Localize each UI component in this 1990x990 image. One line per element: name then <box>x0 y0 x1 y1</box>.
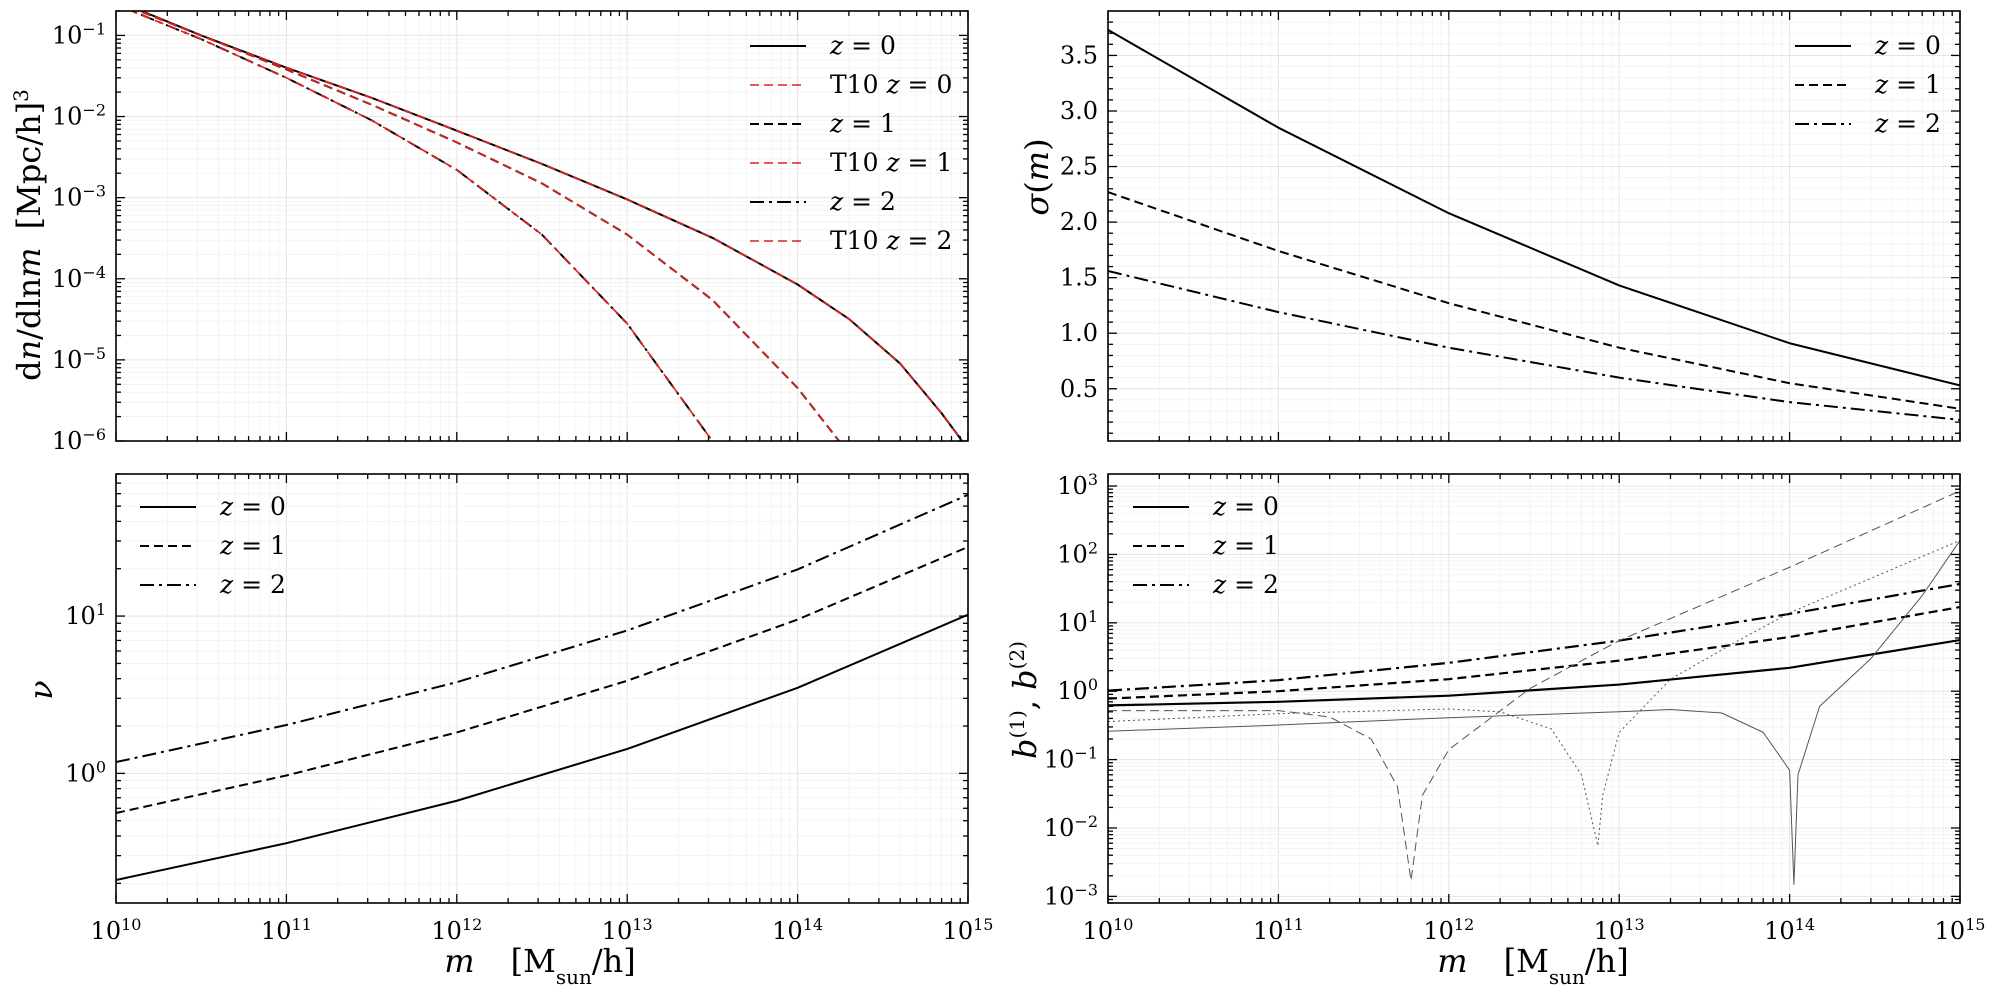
y-tick-label: 3.5 <box>1060 41 1098 69</box>
y-tick-label: 101 <box>65 600 106 631</box>
bias-series-z-1 <box>1108 605 1960 700</box>
nu-legend: z = 0 z = 1 z = 2 <box>140 492 286 599</box>
y-tick-label: 101 <box>1057 606 1098 637</box>
legend-label: z = 2 <box>1874 109 1941 138</box>
y-tick-label: 102 <box>1057 538 1098 569</box>
legend-label: T10 z = 2 <box>830 226 952 255</box>
legend-label: z = 0 <box>219 492 286 521</box>
hmf-series-z-1 <box>136 11 841 441</box>
legend-label: T10 z = 1 <box>830 148 952 177</box>
nu-xlabel: m [Msun/h] <box>444 942 636 989</box>
x-tick-label: 1014 <box>1764 915 1815 946</box>
legend-label: z = 2 <box>219 570 286 599</box>
bias-series-b2-3 <box>1108 540 1960 885</box>
hmf-series-t10-z-1 <box>137 11 841 441</box>
x-tick-label: 1013 <box>1594 915 1645 946</box>
hmf-legend: z = 0 T10 z = 0 z = 1 T10 z = 1 z = 2 T10 z =… <box>750 31 952 255</box>
bias-panel: 1010 1011 1012 1013 1014 1015 103 102 101 100 10−1… <box>1044 470 1986 945</box>
y-tick-label: 1.0 <box>1060 319 1098 347</box>
x-tick-label: 1013 <box>602 915 653 946</box>
hmf-plot-area <box>129 11 964 441</box>
hmf-ticks <box>115 10 969 442</box>
y-tick-label: 10−1 <box>52 19 106 50</box>
sigma-panel: 0.5 1.0 1.5 2.0 2.5 3.0 3.5 z = 0 z = 1 z = 2 <box>1060 10 1961 442</box>
nu-plot-area <box>116 493 968 881</box>
sigma-series-z-0 <box>1108 29 1960 387</box>
y-tick-label: 10−3 <box>52 181 106 212</box>
legend-label: z = 0 <box>829 31 896 60</box>
legend-label: z = 0 <box>1874 31 1941 60</box>
hmf-series-z-2 <box>129 11 716 441</box>
sigma-frame <box>1107 10 1961 442</box>
x-tick-label: 1011 <box>261 915 312 946</box>
bias-ticks <box>1107 474 1961 904</box>
bias-ylabel: b(1), b(2) <box>1005 641 1044 759</box>
y-tick-label: 100 <box>1057 675 1098 706</box>
bias-series-b2-5 <box>1108 490 1960 882</box>
x-tick-label: 1015 <box>943 915 994 946</box>
y-tick-label: 3.0 <box>1060 97 1098 125</box>
y-tick-label: 10−2 <box>52 100 106 131</box>
x-tick-label: 1010 <box>91 915 142 946</box>
legend-label: z = 1 <box>829 109 896 138</box>
y-tick-label: 2.0 <box>1060 208 1098 236</box>
y-tick-label: 10−3 <box>1044 880 1098 911</box>
sigma-series-z-1 <box>1108 191 1960 410</box>
nu-ticks <box>115 473 969 903</box>
hmf-series-t10-z-2 <box>129 11 715 441</box>
bias-legend: z = 0 z = 1 z = 2 <box>1133 492 1279 599</box>
bias-frame <box>1107 473 1961 904</box>
x-tick-label: 1012 <box>431 915 482 946</box>
bias-grid <box>1107 474 1961 904</box>
legend-label: z = 1 <box>1874 70 1941 99</box>
y-tick-label: 1.5 <box>1060 264 1098 292</box>
legend-label: z = 1 <box>1212 531 1279 560</box>
legend-label: z = 2 <box>829 187 896 216</box>
nu-ylabel: ν <box>22 680 60 699</box>
nu-panel: 1010 1011 1012 1013 1014 1015 100 101 z = 0 z = 1… <box>65 473 994 946</box>
sigma-ylabel: σ(m) <box>1018 138 1056 215</box>
y-tick-label: 10−2 <box>1044 811 1098 842</box>
x-tick-label: 1014 <box>772 915 823 946</box>
sigma-ticks <box>1107 11 1961 441</box>
bias-series-z-2 <box>1108 582 1960 692</box>
x-tick-label: 1015 <box>1935 915 1986 946</box>
bias-series-z-0 <box>1108 638 1960 707</box>
y-tick-label: 10−4 <box>52 262 106 293</box>
nu-series-z-1 <box>116 546 968 814</box>
sigma-legend: z = 0 z = 1 z = 2 <box>1795 31 1941 138</box>
x-tick-label: 1010 <box>1083 915 1134 946</box>
nu-frame <box>115 473 969 904</box>
y-tick-label: 10−6 <box>52 425 106 456</box>
y-tick-label: 10−1 <box>1044 743 1098 774</box>
y-tick-label: 0.5 <box>1060 375 1098 403</box>
y-tick-label: 10−5 <box>52 343 106 374</box>
legend-label: z = 1 <box>219 531 286 560</box>
sigma-grid <box>1107 11 1961 441</box>
x-tick-label: 1011 <box>1253 915 1304 946</box>
legend-label: z = 2 <box>1212 570 1279 599</box>
hmf-frame <box>115 10 969 442</box>
y-tick-label: 100 <box>65 757 106 788</box>
bias-plot-area <box>1108 490 1960 885</box>
sigma-series-z-2 <box>1108 270 1960 421</box>
legend-label: T10 z = 0 <box>830 70 952 99</box>
hmf-ylabel: dn/dlnm[Mpc/h]3 <box>9 89 48 381</box>
x-tick-label: 1012 <box>1423 915 1474 946</box>
legend-label: z = 0 <box>1212 492 1279 521</box>
sigma-plot-area <box>1108 29 1960 421</box>
nu-series-z-0 <box>116 613 968 881</box>
hmf-series-t10-z-0 <box>139 11 964 441</box>
bias-xlabel: m [Msun/h] <box>1437 942 1629 989</box>
bias-series-b2-4 <box>1108 540 1960 847</box>
y-tick-label: 103 <box>1057 470 1098 501</box>
y-tick-label: 2.5 <box>1060 153 1098 181</box>
nu-series-z-2 <box>116 493 968 764</box>
